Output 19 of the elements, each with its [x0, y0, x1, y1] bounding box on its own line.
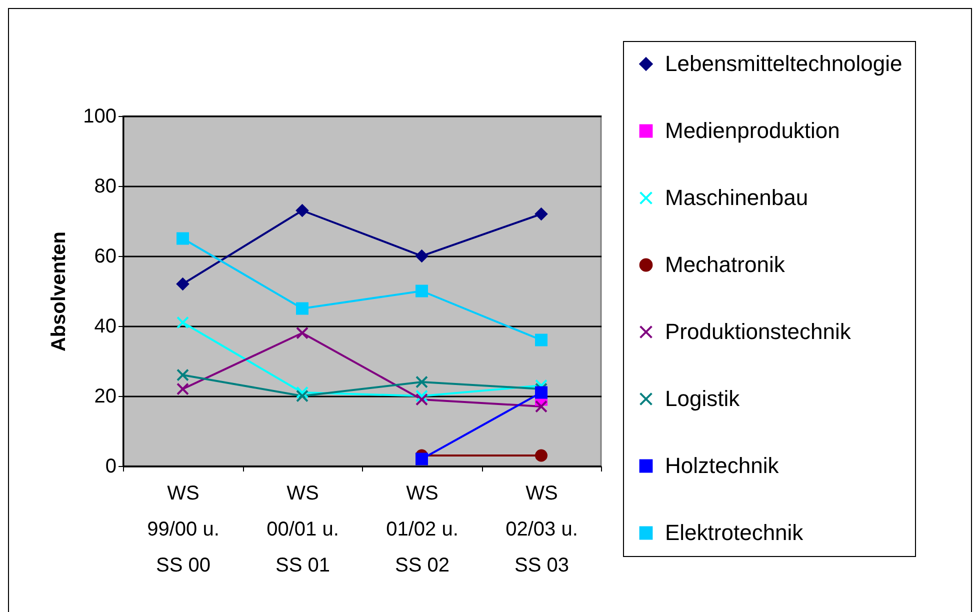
y-tick-label: 100 — [83, 106, 116, 128]
y-axis-title: Absolventen — [48, 231, 70, 352]
x-tick-label: WS 01/02 u. SS 02 — [386, 482, 458, 576]
legend-label: Logistik — [665, 386, 741, 411]
legend-label: Medienproduktion — [665, 118, 840, 143]
y-tick-label: 80 — [94, 176, 116, 198]
x-tick-label: WS 00/01 u. SS 01 — [266, 482, 339, 576]
y-tick-label: 20 — [94, 386, 116, 408]
x-tick-label: WS 99/00 u. SS 00 — [147, 482, 220, 576]
legend-label: Holztechnik — [665, 453, 780, 478]
legend-label: Produktionstechnik — [665, 319, 852, 344]
legend-label: Maschinenbau — [665, 185, 808, 210]
y-tick-label: 0 — [105, 456, 116, 478]
legend-label: Lebensmitteltechnologie — [665, 51, 902, 76]
y-tick-label: 40 — [94, 316, 116, 338]
legend-label: Elektrotechnik — [665, 520, 804, 545]
x-tick-label: WS 02/03 u. SS 03 — [506, 482, 578, 576]
legend-label: Mechatronik — [665, 252, 786, 277]
y-tick-label: 60 — [94, 246, 116, 268]
